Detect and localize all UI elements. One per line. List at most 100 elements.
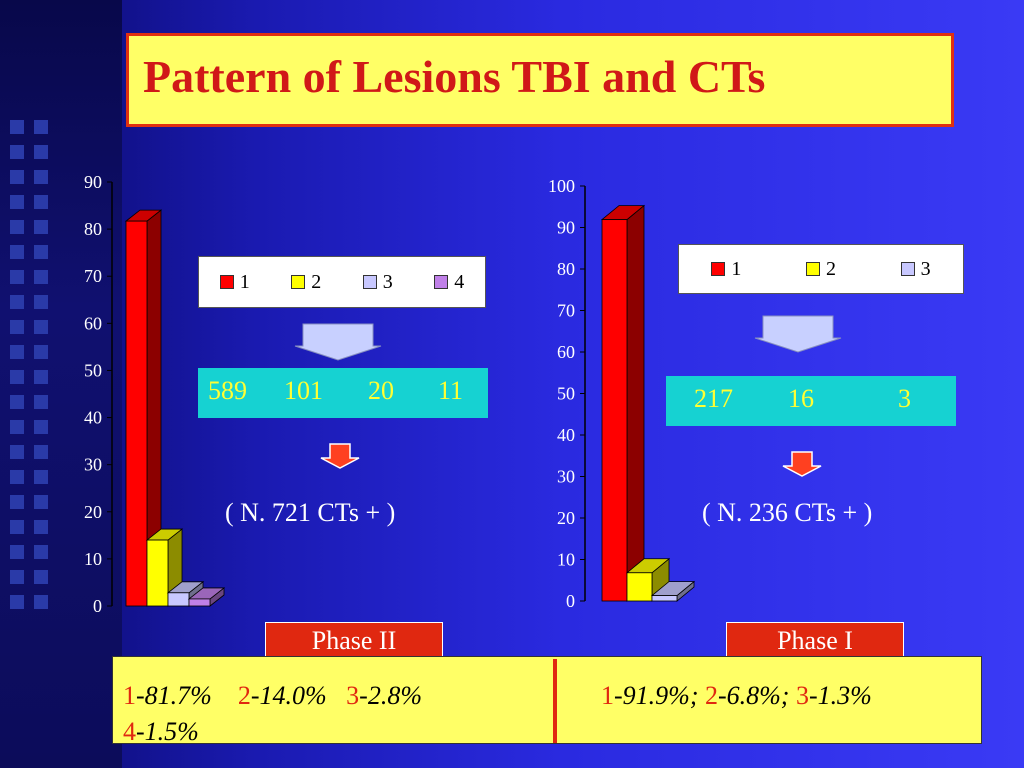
decorative-square (10, 570, 24, 584)
left-count-4: 11 (438, 376, 464, 405)
left-count-3: 20 (368, 376, 394, 405)
right-percentages: 1-91.9%; 2-6.8%; 3-1.3% (601, 681, 872, 711)
left-small-arrow-icon (320, 443, 360, 469)
left-counts-box: 589 101 20 11 (198, 368, 488, 418)
decorative-square (10, 420, 24, 434)
legend-swatch (434, 275, 449, 289)
decorative-square (34, 495, 48, 509)
decorative-square (10, 470, 24, 484)
decorative-square (34, 245, 48, 259)
decorative-square (34, 270, 48, 284)
legend-swatch (900, 262, 915, 276)
decorative-square (10, 495, 24, 509)
chart-right-tick-label: 50 (557, 384, 575, 404)
legend-label: 3 (920, 257, 931, 280)
chart-left-tick-label: 90 (84, 172, 102, 192)
chart-left-tick-label: 20 (84, 502, 102, 522)
chart-left-tick-label: 0 (93, 596, 102, 616)
pct-right-t2: -6.8%; (717, 681, 790, 710)
legend-item: 1 (219, 270, 250, 294)
legend-swatch (291, 275, 306, 289)
right-small-arrow-icon (782, 451, 822, 477)
legend-swatch (711, 262, 726, 276)
pct-left-t1: -81.7% (136, 681, 212, 710)
decorative-square (10, 245, 24, 259)
right-counts-box: 217 16 3 (666, 376, 956, 426)
chart-right-tick-label: 80 (557, 259, 575, 279)
chart-right-tick-label: 100 (548, 176, 575, 196)
left-count-2: 101 (284, 376, 323, 405)
legend-item: 4 (434, 271, 464, 294)
pct-right-n3: 3 (795, 681, 809, 710)
chart-left-tick-label: 80 (84, 219, 102, 239)
legend-item: 1 (711, 258, 741, 281)
decorative-square (10, 445, 24, 459)
pct-left-n4: 4 (123, 717, 136, 746)
decorative-square (10, 545, 24, 559)
right-chart-legend: 1 2 3 (678, 244, 964, 294)
decorative-square (10, 270, 24, 284)
decorative-square (34, 170, 48, 184)
decorative-square (10, 170, 24, 184)
pct-left-n3: 3 (346, 681, 360, 710)
pct-left-t4: -1.5% (136, 717, 199, 746)
decorative-square (34, 395, 48, 409)
decorative-square (10, 220, 24, 234)
legend-label: 1 (731, 257, 742, 280)
decorative-square (34, 320, 48, 334)
legend-label: 2 (825, 257, 836, 280)
chart-left-bar (146, 539, 169, 607)
chart-right-tick-label: 0 (566, 591, 575, 611)
decorative-square (34, 445, 48, 459)
legend-label: 1 (239, 270, 250, 293)
phase-ii-label: Phase II (265, 622, 443, 660)
chart-right-bar (626, 572, 653, 602)
pct-left-n2: 2 (237, 681, 251, 710)
right-down-arrow-icon (754, 315, 842, 353)
chart-left-tick-label: 30 (84, 455, 102, 475)
right-count-3: 3 (898, 384, 911, 413)
pct-left-n1: 1 (123, 681, 136, 710)
legend-item: 3 (900, 257, 931, 281)
chart-left-bar (188, 598, 211, 607)
left-percentages-line1: 1-81.7% 2-14.0% 3-2.8% (123, 681, 422, 711)
pct-left-t2: -14.0% (250, 681, 327, 710)
chart-right-bar (651, 595, 678, 602)
decorative-square (34, 220, 48, 234)
chart-right-tick-label: 70 (557, 301, 575, 321)
decorative-square (10, 145, 24, 159)
legend-item: 2 (805, 257, 836, 281)
chart-right-tick-label: 10 (557, 550, 575, 570)
chart-right-tick-label: 90 (557, 218, 575, 238)
legend-item: 2 (291, 271, 321, 294)
chart-right-bar (601, 219, 628, 602)
decorative-square (34, 570, 48, 584)
decorative-square (10, 320, 24, 334)
decorative-square (34, 370, 48, 384)
left-chart-legend: 1 2 3 4 (198, 256, 486, 308)
decorative-square (10, 120, 24, 134)
decorative-square (10, 520, 24, 534)
legend-item: 3 (362, 270, 393, 294)
chart-left-tick-label: 10 (84, 549, 102, 569)
pct-right-n1: 1 (601, 681, 614, 710)
chart-left-bar (167, 592, 190, 607)
legend-swatch (805, 262, 820, 276)
decorative-square (10, 370, 24, 384)
legend-label: 3 (382, 270, 393, 293)
decorative-square (34, 295, 48, 309)
decorative-square (34, 595, 48, 609)
decorative-square (34, 420, 48, 434)
chart-right-bar-side (626, 204, 645, 602)
legend-swatch (362, 275, 377, 289)
pct-right-t3: -1.3% (808, 681, 872, 710)
legend-swatch (219, 275, 234, 289)
decorative-square (34, 195, 48, 209)
chart-right-tick-label: 30 (557, 467, 575, 487)
left-count-1: 589 (208, 376, 247, 405)
chart-left-tick-label: 70 (84, 266, 102, 286)
slide-title: Pattern of Lesions TBI and CTs (143, 51, 766, 102)
chart-left-tick-label: 40 (84, 408, 102, 428)
chart-left-bar (125, 220, 148, 607)
